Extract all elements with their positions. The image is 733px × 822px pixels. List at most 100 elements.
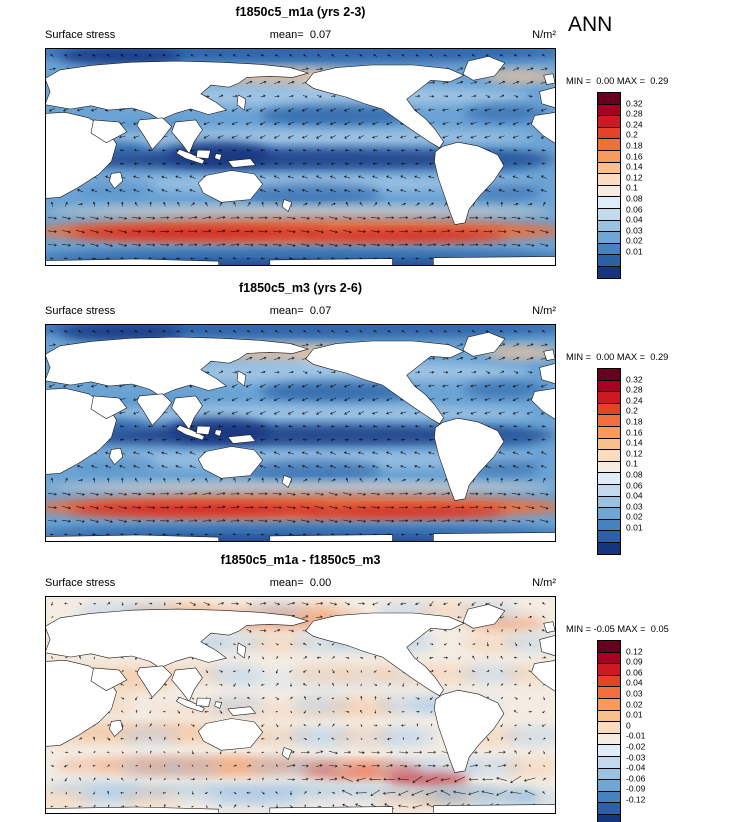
colorbar-cell (598, 103, 620, 116)
map-content (45, 48, 556, 266)
colorbar-tick-label: 0.24 (626, 395, 643, 406)
colorbar-tick-label: 0.24 (626, 119, 643, 130)
colorbar-cell (598, 507, 620, 519)
variable-label: Surface stress (45, 305, 116, 317)
units-label: N/m² (532, 305, 556, 317)
colorbar-cell (598, 402, 620, 415)
colorbar-cell (598, 437, 620, 450)
colorbar-tick-label: 0.28 (626, 384, 643, 395)
colorbar-cell (598, 414, 620, 426)
map-frame (45, 324, 556, 542)
colorbar-tick-label: 0.01 (626, 246, 643, 257)
colorbar-cell (598, 161, 620, 174)
colorbar-tick-label: 0.18 (626, 140, 643, 151)
colorbar-tick-label: 0.08 (626, 193, 643, 204)
map-frame (45, 596, 556, 814)
season-label: ANN (568, 13, 613, 36)
colorbar-panel-2: 0.32 0.28 0.24 0.2 0.18 0.16 0.14 0.12 0.1 0.08 0.… (597, 368, 667, 555)
colorbar-tick-label: 0.16 (626, 427, 643, 438)
colorbar-tick-label: 0 (626, 720, 631, 731)
map-frame (45, 48, 556, 266)
colorbar-tick-label: 0.1 (626, 458, 638, 469)
colorbar-tick-label: 0.16 (626, 151, 643, 162)
minmax-label: MIN = -0.05 MAX = 0.05 (566, 624, 669, 634)
minmax-label: MIN = 0.00 MAX = 0.29 (566, 76, 669, 86)
units-label: N/m² (532, 29, 556, 41)
colorbar-tick-label: 0.02 (626, 511, 643, 522)
colorbar-cell (598, 449, 620, 461)
colorbar-cell (598, 518, 620, 531)
panel-title: f1850c5_m1a - f1850c5_m3 (220, 553, 381, 567)
colorbar-cell (598, 709, 620, 722)
panel-model-2: f1850c5_m3 (yrs 2-6) Surface stress mean… (0, 276, 733, 555)
colorbar-cell (598, 184, 620, 197)
colorbar-tick-label: 0.28 (626, 108, 643, 119)
colorbar-cell (598, 93, 620, 104)
colorbar-cell (598, 126, 620, 139)
colorbar-cell (598, 391, 620, 403)
colorbar-tick-label: 0.06 (626, 667, 643, 678)
colorbar-cell (598, 472, 620, 484)
continents (45, 331, 556, 542)
colorbar-cell (598, 207, 620, 220)
colorbar-tick-label: 0.12 (626, 448, 643, 459)
colorbar-tick-label: -0.02 (626, 741, 646, 752)
colorbar-cell (598, 196, 620, 208)
colorbar-tick-label: 0.04 (626, 677, 643, 688)
colorbar-tick-label: 0.03 (626, 688, 643, 699)
colorbar-tick-label: 0.1 (626, 182, 638, 193)
colorbar-tick-label: 0.12 (626, 172, 643, 183)
colorbar-cell (598, 790, 620, 803)
variable-label: Surface stress (45, 29, 116, 41)
colorbar-cell (598, 686, 620, 698)
colorbar-swatches (597, 368, 621, 555)
colorbar-tick-label: 0.2 (626, 405, 638, 416)
colorbar-swatches (597, 640, 621, 822)
colorbar-cell (598, 651, 620, 664)
colorbar-tick-label: -0.04 (626, 762, 646, 773)
colorbar-tick-label: -0.03 (626, 752, 646, 763)
colorbar-tick-label: 0.01 (626, 522, 643, 533)
colorbar-tick-label: 0.01 (626, 709, 643, 720)
colorbar-tick-label: 0.03 (626, 501, 643, 512)
colorbar-cell (598, 483, 620, 496)
colorbar-cell (598, 641, 620, 652)
colorbar-tick-label: 0.18 (626, 416, 643, 427)
colorbar-cell (598, 802, 620, 814)
variable-label: Surface stress (45, 577, 116, 589)
colorbar-tick-label: 0.08 (626, 469, 643, 480)
colorbar-cell (598, 460, 620, 473)
colorbar-tick-label: 0.12 (626, 646, 643, 657)
mean-label: mean= 0.07 (269, 305, 332, 317)
colorbar-panel-1: 0.32 0.28 0.24 0.2 0.18 0.16 0.14 0.12 0.1 0.08 0.… (597, 92, 667, 279)
colorbar-tick-label: -0.01 (626, 730, 646, 741)
colorbar-cell (598, 813, 620, 822)
colorbar-swatches (597, 92, 621, 279)
colorbar-cell (598, 379, 620, 392)
colorbar-cell (598, 744, 620, 756)
colorbar-tick-label: 0.14 (626, 161, 643, 172)
map-panel-difference (45, 596, 556, 814)
panel-title: f1850c5_m1a (yrs 2-3) (235, 5, 366, 19)
colorbar-cell (598, 732, 620, 745)
continents (45, 55, 556, 266)
panel-title: f1850c5_m3 (yrs 2-6) (239, 281, 362, 295)
mean-label: mean= 0.00 (269, 577, 332, 589)
colorbar-cell (598, 425, 620, 438)
map-panel-1 (45, 48, 556, 266)
map-content (45, 324, 556, 542)
colorbar-cell (598, 721, 620, 733)
continents (45, 603, 556, 814)
colorbar-cell (598, 697, 620, 710)
colorbar-tick-label: 0.09 (626, 656, 643, 667)
colorbar-tick-label: 0.02 (626, 699, 643, 710)
colorbar-tick-label: -0.06 (626, 773, 646, 784)
colorbar-tick-label: 0.04 (626, 490, 643, 501)
colorbar-cell (598, 767, 620, 780)
units-label: N/m² (532, 577, 556, 589)
panel-difference: f1850c5_m1a - f1850c5_m3 Surface stress … (0, 548, 733, 822)
colorbar-tick-label: 0.32 (626, 98, 643, 109)
map-panel-2 (45, 324, 556, 542)
colorbar-cell (598, 242, 620, 255)
